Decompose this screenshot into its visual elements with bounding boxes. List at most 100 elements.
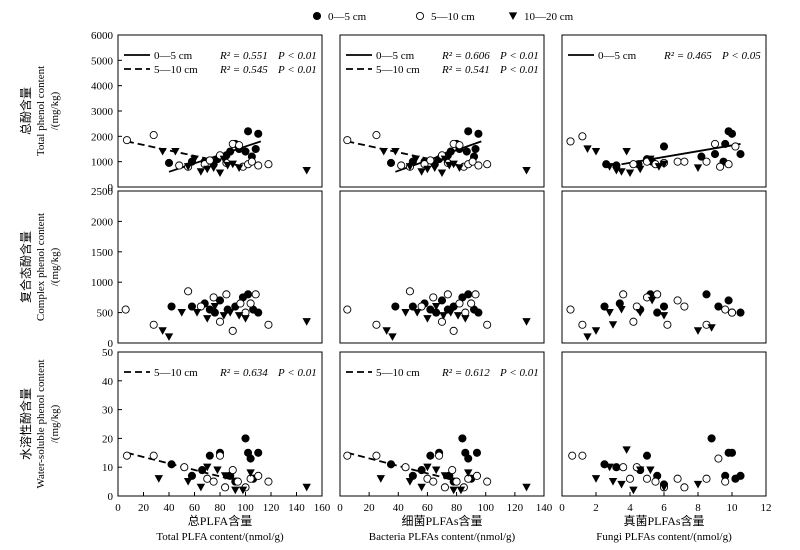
annotation-p: P < 0.01 [499, 367, 539, 379]
data-point [372, 451, 381, 460]
data-point [446, 147, 455, 156]
data-point [474, 129, 483, 138]
data-point [693, 164, 703, 172]
panel-r1-c0: 0 500 1000 1500 2000 2500 [91, 186, 323, 350]
data-point [642, 474, 652, 483]
data-point [221, 483, 230, 492]
data-point [435, 451, 444, 460]
data-point [636, 309, 645, 317]
data-point [464, 290, 473, 299]
data-point [302, 318, 311, 326]
row-label-0: 总酚含量 Total phenol content/(mg/kg) [18, 66, 61, 156]
y-tick-label: 1000 [91, 277, 114, 289]
x-tick-label: 20 [138, 502, 150, 514]
data-point [710, 139, 720, 148]
data-point [714, 454, 723, 463]
y-tick-label: 1500 [91, 247, 114, 259]
data-point [659, 483, 669, 492]
annotation-series: 5—10 cm [376, 64, 420, 76]
x-tick-label: 0 [337, 502, 343, 514]
panel-r0-c2: 0—5 cm R² = 0.465 P < 0.05 [561, 34, 767, 188]
data-point [471, 144, 480, 154]
data-point [401, 309, 410, 317]
data-point [231, 486, 240, 495]
data-point [372, 131, 381, 140]
data-point [376, 475, 385, 483]
x-tick-label: 100 [477, 502, 494, 514]
data-point [455, 164, 464, 172]
panel-r2-c0: 0 10 20 30 40 50 0 20 40 60 80 100 120 140 160 5—10 cm R… [102, 347, 331, 514]
data-point [386, 460, 396, 469]
data-point [721, 305, 730, 314]
data-point [654, 163, 664, 171]
data-point [693, 480, 703, 489]
x-tick-label: 40 [393, 502, 405, 514]
data-point [472, 471, 482, 480]
data-point [203, 463, 212, 472]
data-point [183, 163, 193, 171]
data-point [401, 463, 410, 472]
fit-line-5-10cm [347, 140, 460, 167]
y-tick-label: 2000 [91, 216, 114, 228]
x-tick-label: 60 [422, 502, 434, 514]
legend-marker-1 [415, 11, 425, 21]
data-point [209, 164, 218, 172]
xlabel-cn-2: 真菌PLFAs含量 [623, 513, 704, 528]
annotation-p: P < 0.05 [721, 50, 761, 62]
ylabel-unit-2: /(mg/kg) [49, 404, 61, 443]
data-point [591, 475, 601, 483]
x-tick-label: 8 [695, 502, 701, 514]
data-point [659, 302, 669, 311]
data-point [474, 308, 483, 317]
data-point [180, 463, 189, 472]
y-tick-label: 10 [102, 462, 114, 474]
annotation-series: 0—5 cm [154, 50, 193, 62]
data-point [167, 302, 176, 311]
data-point [437, 296, 447, 305]
data-point [215, 296, 225, 305]
data-point [622, 446, 631, 454]
ylabel-en-0: Total phenol content [35, 66, 47, 156]
y-tick-label: 0 [108, 491, 114, 503]
legend: 0—5 cm 5—10 cm 10—20 cm [312, 11, 574, 23]
data-point [716, 162, 725, 171]
data-point [605, 463, 614, 472]
data-point [608, 321, 618, 329]
data-point [680, 302, 689, 311]
panel-frame [117, 190, 323, 344]
data-point [464, 454, 473, 463]
data-point [382, 327, 391, 335]
data-point [233, 477, 242, 486]
data-point [483, 160, 492, 169]
data-point [431, 466, 441, 475]
data-point [343, 305, 352, 314]
data-point [388, 333, 397, 341]
data-point [522, 318, 531, 326]
annotation-series: 0—5 cm [598, 50, 637, 62]
data-point [405, 478, 415, 486]
data-point [455, 141, 464, 150]
data-point [417, 302, 426, 311]
x-tick-label: 10 [727, 502, 739, 514]
data-point [452, 477, 461, 486]
data-point [158, 147, 167, 156]
data-point [192, 309, 202, 317]
data-point [205, 451, 214, 460]
data-point [680, 157, 689, 166]
panel-r1-c2 [561, 190, 767, 344]
data-point [464, 469, 473, 477]
annotation-r2: R² = 0.606 [441, 50, 490, 62]
data-point [430, 164, 439, 172]
data-point [449, 160, 458, 169]
data-point [736, 308, 745, 317]
panel-frame [561, 190, 767, 344]
panel-frame [561, 34, 767, 188]
data-point [566, 137, 575, 146]
data-point [254, 161, 263, 170]
xlabel-cn-1: 细菌PLFAs含量 [401, 513, 482, 528]
x-tick-label: 160 [314, 502, 331, 514]
data-point [423, 463, 432, 472]
data-point [254, 471, 263, 480]
data-point [423, 165, 432, 174]
ylabel-cn-1: 复合态酚含量 [18, 231, 33, 303]
